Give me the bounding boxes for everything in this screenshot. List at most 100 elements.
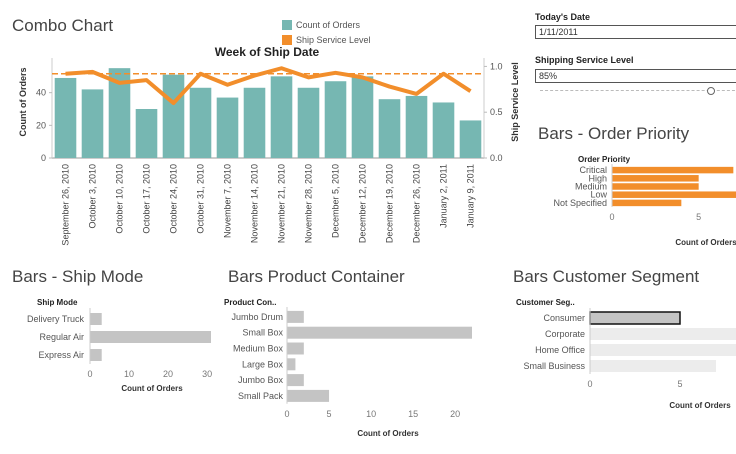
order-priority-category-label: Critical [579, 165, 607, 175]
order-priority-bar [612, 191, 736, 198]
legend-swatch-service [282, 34, 292, 45]
customer-segment-x-axis-label: Count of Orders [669, 401, 731, 410]
level-input[interactable]: 85% [535, 69, 736, 83]
product-container-header: Product Con.. [224, 298, 276, 307]
date-input[interactable]: 1/11/2011 [535, 25, 736, 39]
legend-swatch-orders [282, 19, 292, 30]
combo-x-tick-label: November 28, 2010 [304, 164, 314, 243]
product-container-category-label: Small Pack [238, 391, 284, 401]
ship-mode-category-label: Express Air [38, 350, 84, 360]
combo-x-tick-label: December 19, 2010 [385, 164, 395, 243]
product-container-category-label: Medium Box [233, 344, 284, 354]
combo-x-tick-label: December 12, 2010 [358, 164, 368, 243]
customer-segment-category-label: Consumer [543, 313, 585, 323]
customer-segment-category-label: Home Office [535, 345, 585, 355]
combo-bar [162, 74, 185, 158]
order-priority-bar [612, 166, 734, 174]
combo-y-tick-label: 0 [41, 153, 46, 163]
order-priority-x-tick-label: 0 [609, 212, 614, 222]
product-container-category-label: Jumbo Drum [231, 312, 283, 322]
ship-mode-category-label: Regular Air [39, 332, 84, 342]
combo-y-tick-label: 40 [36, 88, 46, 98]
product-container-bar [287, 389, 330, 402]
combo-x-tick-label: October 17, 2010 [142, 164, 152, 234]
legend-label-service: Ship Service Level [296, 34, 371, 45]
customer-segment-x-tick-label: 5 [677, 379, 682, 389]
slider-handle[interactable] [707, 87, 715, 95]
ship-mode-bar [90, 349, 102, 361]
combo-bar [432, 102, 455, 158]
product-container-category-label: Jumbo Box [238, 375, 284, 385]
combo-x-tick-label: January 2, 2011 [439, 164, 449, 228]
combo-x-tick-label: November 7, 2010 [223, 164, 233, 238]
customer-segment-x-tick-label: 0 [587, 379, 592, 389]
combo-x-tick-label: September 26, 2010 [61, 164, 71, 246]
order-priority-category-label: Not Specified [553, 198, 607, 208]
customer-segment-title: Bars Customer Segment [513, 267, 700, 286]
legend-item-orders[interactable]: Count of Orders [282, 18, 371, 31]
order-priority-bar [612, 175, 699, 182]
combo-x-tick-label: November 21, 2010 [277, 164, 287, 243]
combo-x-tick-label: October 3, 2010 [88, 164, 98, 229]
product-container-category-label: Small Box [242, 328, 283, 338]
combo-bar [243, 87, 266, 158]
legend: Count of Orders Ship Service Level [282, 18, 371, 46]
order-priority-bar [612, 183, 699, 190]
ship-mode-header: Ship Mode [37, 298, 78, 307]
order-priority-header: Order Priority [578, 155, 631, 164]
order-priority-title: Bars - Order Priority [538, 124, 690, 143]
legend-label-orders: Count of Orders [296, 19, 361, 30]
order-priority-x-axis-label: Count of Orders [675, 238, 736, 247]
customer-segment-header: Customer Seg.. [516, 298, 575, 307]
product-container-title: Bars Product Container [228, 267, 405, 286]
combo-bar [216, 97, 239, 158]
legend-item-service[interactable]: Ship Service Level [282, 33, 371, 46]
combo-bar [324, 81, 347, 158]
combo-x-tick-label: December 5, 2010 [331, 164, 341, 238]
product-container-bar [287, 326, 472, 339]
combo-x-tick-label: November 14, 2010 [250, 164, 260, 243]
order-priority-category-label: Low [590, 190, 607, 200]
product-container-category-label: Large Box [242, 359, 284, 369]
order-priority-x-tick-label: 5 [696, 212, 701, 222]
combo-y2-tick-label: 1.0 [490, 61, 503, 71]
combo-axis-title: Week of Ship Date [215, 45, 320, 59]
customer-segment-bar [590, 344, 736, 356]
ship-mode-x-tick-label: 20 [163, 369, 173, 379]
slider-track [540, 90, 736, 91]
product-container-bar [287, 358, 296, 371]
combo-bar [270, 76, 293, 158]
combo-x-tick-label: December 26, 2010 [412, 164, 422, 243]
combo-bar [189, 87, 212, 158]
ship-mode-bar [90, 331, 211, 343]
combo-bar [54, 77, 77, 158]
level-slider[interactable] [540, 87, 736, 95]
combo-bar [108, 68, 131, 158]
combo-y2-axis-label: Ship Service Level [510, 62, 520, 142]
product-container-bar [287, 374, 304, 387]
product-container-x-tick-label: 5 [327, 409, 332, 419]
level-filter-label: Shipping Service Level [535, 55, 634, 65]
combo-bar [81, 89, 104, 158]
order-priority-bar [612, 199, 682, 207]
ship-mode-x-tick-label: 30 [202, 369, 212, 379]
order-priority-category-label: Medium [575, 182, 607, 192]
combo-chart-title: Combo Chart [12, 16, 114, 35]
ship-mode-bar [90, 313, 102, 325]
combo-bar [297, 87, 320, 158]
product-container-x-tick-label: 10 [366, 409, 376, 419]
customer-segment-category-label: Corporate [545, 329, 585, 339]
combo-y2-tick-label: 0.5 [490, 107, 503, 117]
combo-bar [405, 95, 428, 158]
product-container-x-tick-label: 15 [408, 409, 418, 419]
customer-segment-bar [590, 328, 736, 340]
customer-segment-category-label: Small Business [523, 361, 585, 371]
product-container-x-tick-label: 20 [450, 409, 460, 419]
ship-mode-x-tick-label: 0 [87, 369, 92, 379]
combo-y-tick-label: 20 [36, 120, 46, 130]
product-container-x-tick-label: 0 [284, 409, 289, 419]
customer-segment-bar [589, 311, 681, 325]
combo-x-tick-label: October 24, 2010 [169, 164, 179, 234]
combo-x-tick-label: January 9, 2011 [466, 164, 476, 228]
